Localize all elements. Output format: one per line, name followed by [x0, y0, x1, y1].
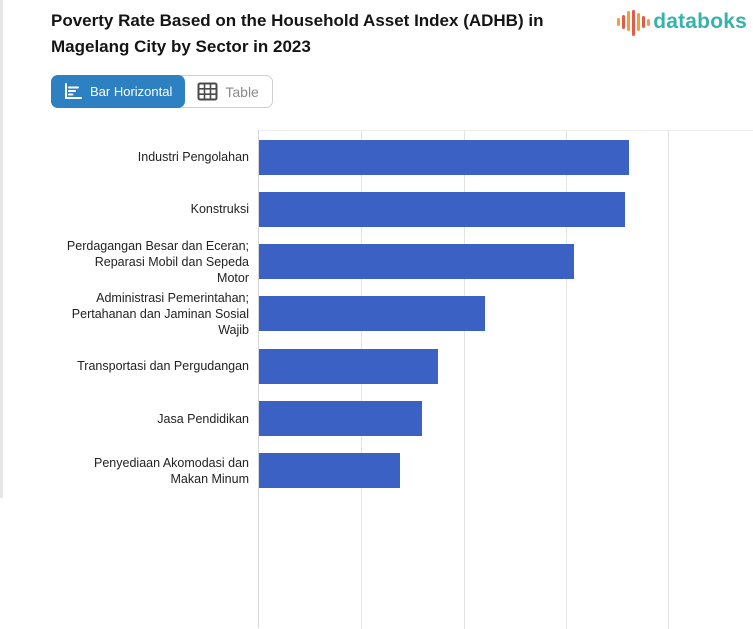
bar-track: [258, 288, 753, 340]
databoks-logo[interactable]: databoks: [617, 8, 747, 36]
chart-row: Transportasi dan Pergudangan: [0, 340, 753, 392]
category-label: Konstruksi: [0, 201, 258, 217]
bar[interactable]: [259, 191, 625, 227]
databoks-icon-bar: [622, 15, 626, 29]
bar-horizontal-chart-icon: [64, 83, 83, 100]
category-label: Administrasi Pemerintahan; Pertahanan da…: [0, 290, 258, 338]
gridline: [463, 131, 465, 629]
category-label: Penyediaan Akomodasi dan Makan Minum: [0, 455, 258, 487]
gridline: [668, 131, 670, 629]
chart-row: Konstruksi: [0, 183, 753, 235]
category-label-text: Konstruksi: [190, 202, 249, 217]
bar-track: [258, 183, 753, 235]
view-toggle-toolbar: Bar Horizontal Table: [51, 75, 273, 108]
view-toggle-group: Bar Horizontal Table: [51, 75, 273, 108]
category-label-text: Perdagangan Besar dan Eceran; Reparasi M…: [66, 238, 249, 285]
bar-horizontal-tab-label: Bar Horizontal: [90, 84, 173, 99]
databoks-wordmark: databoks: [653, 10, 747, 33]
bar[interactable]: [259, 401, 422, 437]
bar[interactable]: [259, 296, 486, 332]
databoks-icon-bar: [627, 11, 631, 31]
bar[interactable]: [259, 348, 439, 384]
table-tab[interactable]: Table: [184, 76, 271, 107]
horizontal-bar-chart: Industri Pengolahan Konstruksi Perdagangan…: [0, 130, 753, 629]
chart-rows: Industri Pengolahan Konstruksi Perdagangan…: [0, 131, 753, 497]
category-label-text: Transportasi dan Pergudangan: [77, 359, 249, 374]
category-label-text: Industri Pengolahan: [137, 150, 249, 165]
bar-track: [258, 131, 753, 183]
page-left-border: [0, 0, 3, 498]
chart-title: Poverty Rate Based on the Household Asse…: [51, 11, 544, 56]
bar-track: [258, 236, 753, 288]
header: Poverty Rate Based on the Household Asse…: [51, 8, 753, 60]
category-label: Transportasi dan Pergudangan: [0, 358, 258, 374]
category-label-text: Jasa Pendidikan: [157, 411, 249, 426]
databoks-icon-bar: [642, 16, 646, 28]
category-label-text: Administrasi Pemerintahan; Pertahanan da…: [71, 291, 249, 338]
bar-track: [258, 392, 753, 444]
chart-row: Industri Pengolahan: [0, 131, 753, 183]
bar[interactable]: [259, 244, 574, 280]
chart-row: Administrasi Pemerintahan; Pertahanan da…: [0, 288, 753, 340]
category-label: Perdagangan Besar dan Eceran; Reparasi M…: [0, 238, 258, 286]
bar[interactable]: [259, 139, 629, 175]
chart-row: Jasa Pendidikan: [0, 392, 753, 444]
bar-track: [258, 445, 753, 497]
databoks-icon-bar: [632, 10, 636, 36]
gridline: [565, 131, 567, 629]
chart-row: Perdagangan Besar dan Eceran; Reparasi M…: [0, 236, 753, 288]
databoks-icon-bar: [617, 18, 621, 26]
category-label: Jasa Pendidikan: [0, 411, 258, 427]
category-label-text: Penyediaan Akomodasi dan Makan Minum: [94, 455, 249, 486]
bar-horizontal-tab[interactable]: Bar Horizontal: [51, 75, 186, 108]
bar-track: [258, 340, 753, 392]
databoks-icon-bar: [637, 13, 641, 31]
bar[interactable]: [259, 453, 401, 489]
table-grid-icon: [197, 82, 218, 101]
table-tab-label: Table: [225, 83, 259, 100]
databoks-waveform-icon: [617, 8, 651, 36]
databoks-icon-bar: [647, 18, 651, 26]
chart-row: Penyediaan Akomodasi dan Makan Minum: [0, 445, 753, 497]
category-label: Industri Pengolahan: [0, 149, 258, 165]
